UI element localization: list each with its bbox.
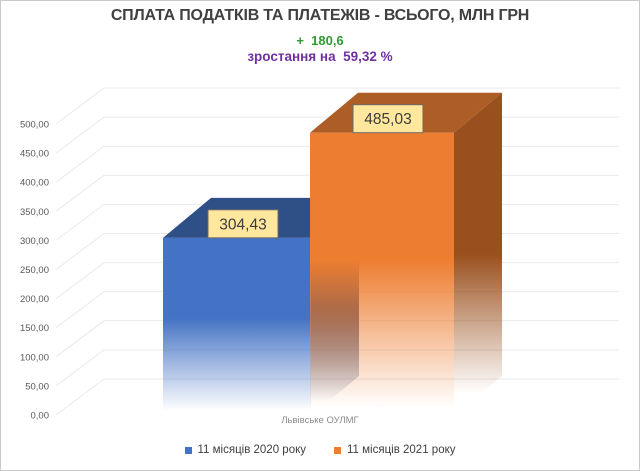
delta-annotation: + 180,6 xyxy=(296,33,344,48)
y-tick-label: 400,00 xyxy=(20,178,49,189)
y-tick-label: 150,00 xyxy=(20,323,49,334)
chart-title: СПЛАТА ПОДАТКІВ ТА ПЛАТЕЖІВ - ВСЬОГО, МЛ… xyxy=(110,7,530,24)
bar-2020-data-label-box xyxy=(207,209,279,239)
source-note: Львівське ОУЛМГ xyxy=(281,415,359,426)
legend-item-2021: 11 місяців 2021 року xyxy=(334,444,456,456)
legend-label-2021: 11 місяців 2021 року xyxy=(347,444,456,456)
y-tick-label: 450,00 xyxy=(20,149,49,160)
y-tick-label: 250,00 xyxy=(20,265,49,276)
legend-swatch-2020-icon xyxy=(184,446,192,454)
y-tick-label: 0,00 xyxy=(31,411,50,422)
growth-annotation: зростання на 59,32 % xyxy=(247,49,393,64)
bar-2021-data-label-box xyxy=(352,104,424,134)
legend-label-2020: 11 місяців 2020 року xyxy=(197,444,307,456)
y-tick-label: 100,00 xyxy=(20,352,49,363)
bar-2021-data-label: 485,03 xyxy=(364,111,411,128)
bar-2021-side-face xyxy=(454,92,502,417)
legend-swatch-2021-icon xyxy=(334,446,341,454)
y-tick-label: 50,00 xyxy=(25,381,49,392)
bar-2020-data-label: 304,43 xyxy=(219,216,266,233)
bar-2020-front-face xyxy=(163,237,311,416)
gridline xyxy=(55,87,619,125)
y-tick-label: 500,00 xyxy=(20,120,49,131)
y-tick-label: 350,00 xyxy=(20,207,49,218)
legend: 11 місяців 2020 року 11 місяців 2021 рок… xyxy=(1,444,639,456)
y-tick-label: 200,00 xyxy=(20,294,49,305)
legend-item-2020: 11 місяців 2020 року xyxy=(184,444,307,456)
bar-2021-front-face xyxy=(310,132,454,417)
y-tick-label: 300,00 xyxy=(20,236,49,247)
